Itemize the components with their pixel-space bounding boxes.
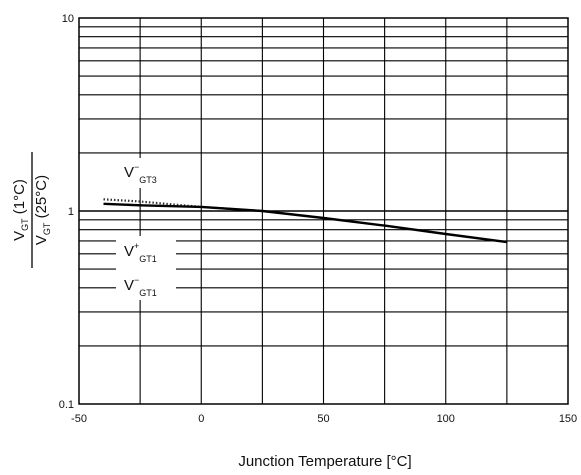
tick-labels: -50 0 50 100 150 0.1 1 10 xyxy=(59,13,577,425)
annotation-vgt1m-v: V xyxy=(124,277,134,294)
series-line-1 xyxy=(103,198,263,213)
annotation-vgt1-minus: V−GT1 xyxy=(116,268,176,300)
svg-text:V−GT1: V−GT1 xyxy=(124,275,157,298)
y-axis-title-numerator: VGT (1°C) xyxy=(11,179,30,241)
annotation-vgt1-plus: V+GT1 xyxy=(116,236,176,268)
y-tick-label: 10 xyxy=(62,13,74,25)
y-tick-label: 0.1 xyxy=(59,399,74,411)
svg-text:V+GT1: V+GT1 xyxy=(124,241,157,264)
series-layer xyxy=(103,198,508,244)
y-tick-label: 1 xyxy=(68,206,74,218)
x-tick-label: 0 xyxy=(198,413,204,425)
annotation-vgt1p-sub: GT1 xyxy=(139,254,157,264)
plot-frame xyxy=(78,17,569,405)
svg-text:V−GT3: V−GT3 xyxy=(124,162,157,185)
annotation-vgt1m-sub: GT1 xyxy=(139,288,157,298)
annotation-vgt3-minus: V−GT3 xyxy=(116,158,176,188)
annotation-vgt3-v: V xyxy=(124,164,134,181)
annotation-vgt1p-v: V xyxy=(124,243,134,260)
y-axis-title: VGT (1°C) VGT (25°C) xyxy=(11,152,52,268)
x-axis-title: Junction Temperature [°C] xyxy=(238,453,411,470)
grid xyxy=(79,18,568,404)
x-tick-label: -50 xyxy=(71,413,87,425)
annotation-vgt1m-sup: − xyxy=(134,275,139,285)
x-tick-label: 150 xyxy=(559,413,577,425)
annotation-vgt3-sub: GT3 xyxy=(139,175,157,185)
annotation-vgt3-sup: − xyxy=(134,162,139,172)
x-tick-label: 100 xyxy=(437,413,455,425)
series-line-2 xyxy=(103,202,508,244)
y-axis-title-denominator: VGT (25°C) xyxy=(33,175,52,245)
annotation-vgt1p-sup: + xyxy=(134,241,139,251)
x-tick-label: 50 xyxy=(317,413,329,425)
